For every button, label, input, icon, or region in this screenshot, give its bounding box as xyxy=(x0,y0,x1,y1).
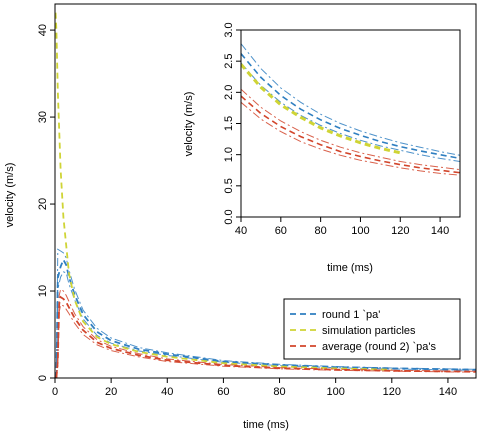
inset-panel-background xyxy=(241,30,460,217)
legend-entry-label: round 1 `pa' xyxy=(322,309,380,321)
main-y-tick-label: 30 xyxy=(37,111,49,123)
inset-x-tick-label: 40 xyxy=(235,225,247,237)
inset-y-tick-label: 1.5 xyxy=(223,116,235,131)
main-x-tick-label: 120 xyxy=(383,386,401,398)
inset-y-tick-label: 3.0 xyxy=(223,22,235,37)
inset-y-tick-label: 0.0 xyxy=(223,209,235,224)
main-y-tick-label: 40 xyxy=(37,24,49,36)
legend-entry-label: simulation particles xyxy=(322,325,416,337)
inset-y-tick-label: 0.5 xyxy=(223,178,235,193)
inset-panel: 40 60 80 100 120 140 0.0 0.5 1.0 1.5 2.0 2.5 3.0 xyxy=(223,22,461,237)
legend: round 1 `pa' simulation particles average … xyxy=(283,298,461,360)
inset-y-axis-label: velocity (m/s) xyxy=(183,92,195,157)
inset-series-2-line xyxy=(241,63,401,155)
inset-x-tick-label: 120 xyxy=(391,225,409,237)
inset-series-1-line xyxy=(241,53,460,160)
inset-plot-area xyxy=(241,43,460,176)
inset-series-1-upper-bound-line xyxy=(241,43,460,156)
inset-y-tick-label: 2.5 xyxy=(223,54,235,69)
main-x-axis-label: time (ms) xyxy=(243,419,289,431)
main-x-tick-label: 0 xyxy=(52,386,58,398)
main-x-tick-label: 20 xyxy=(105,386,117,398)
main-series-1-upper-bound-line xyxy=(55,248,476,378)
main-x-tick-label: 140 xyxy=(439,386,457,398)
inset-series-3-lower-bound-line xyxy=(241,101,460,176)
main-x-tick-label: 60 xyxy=(217,386,229,398)
main-series-2-line xyxy=(55,12,392,371)
main-x-tick-label: 80 xyxy=(273,386,285,398)
inset-x-tick-label: 100 xyxy=(351,225,369,237)
main-series-3-line xyxy=(55,295,476,378)
inset-x-tick-label: 60 xyxy=(275,225,287,237)
inset-series-3-line xyxy=(241,95,460,174)
legend-box xyxy=(283,298,461,360)
main-y-tick-label: 10 xyxy=(37,285,49,297)
main-x-tick-label: 40 xyxy=(161,386,173,398)
inset-x-tick-label: 140 xyxy=(431,225,449,237)
inset-y-tick-label: 1.0 xyxy=(223,147,235,162)
main-frame xyxy=(54,3,477,379)
main-series-1-line xyxy=(55,257,476,378)
main-x-tick-label: 100 xyxy=(326,386,344,398)
main-y-axis-label: velocity (m/s) xyxy=(4,163,16,228)
main-plot-area xyxy=(55,12,476,378)
main-y-tick-label: 0 xyxy=(37,375,49,381)
inset-x-tick-label: 80 xyxy=(315,225,327,237)
inset-y-tick-label: 2.0 xyxy=(223,85,235,100)
main-y-tick-label: 20 xyxy=(37,198,49,210)
main-panel: 0 20 40 60 80 100 120 140 0 10 20 30 40 xyxy=(37,3,477,398)
legend-entry-label: average (round 2) `pa's xyxy=(322,341,436,353)
inset-x-axis-label: time (ms) xyxy=(327,262,373,274)
inset-series-1-lower-bound-line xyxy=(241,62,460,162)
